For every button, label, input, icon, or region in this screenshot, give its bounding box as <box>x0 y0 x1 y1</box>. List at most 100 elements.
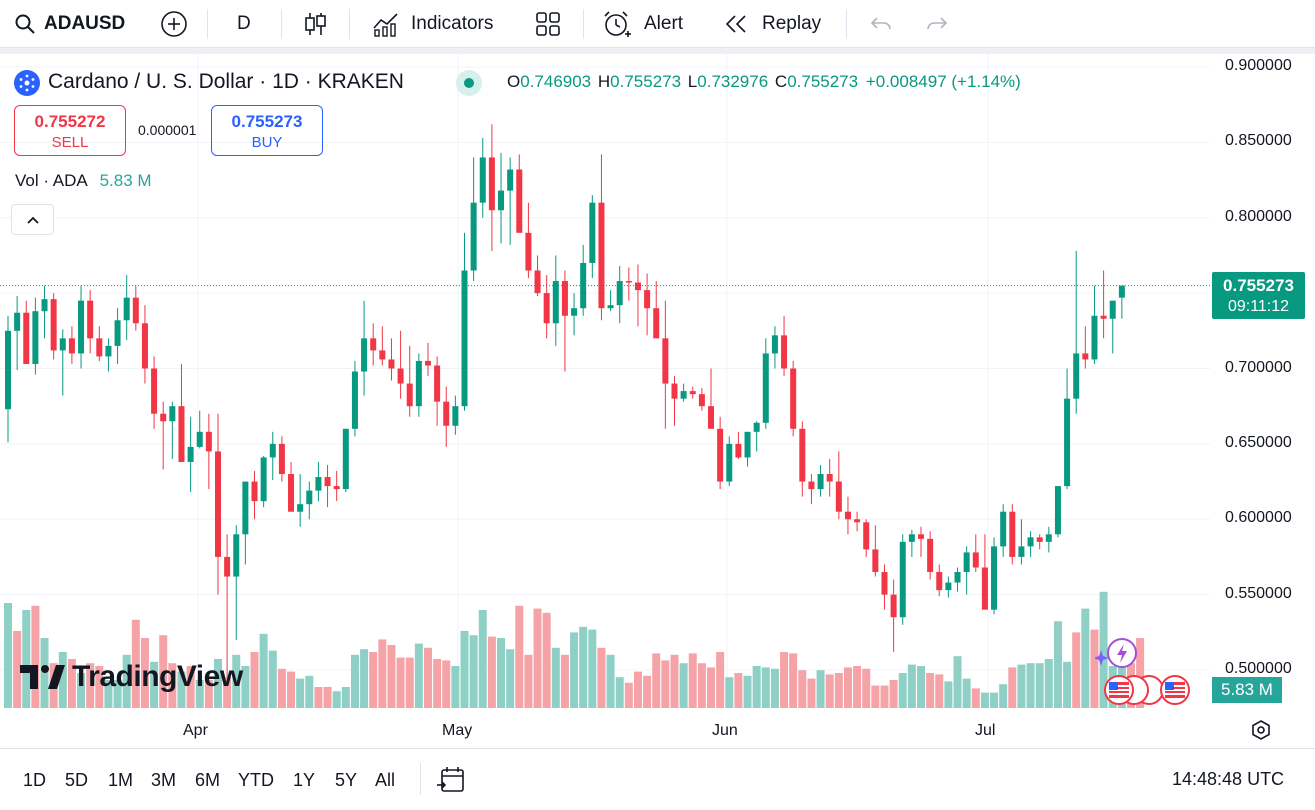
volume-bar <box>150 661 159 708</box>
candle-body <box>141 323 148 369</box>
candle-body <box>981 567 988 610</box>
volume-bar <box>497 638 506 708</box>
volume-bar <box>259 633 268 708</box>
range-button-1y[interactable]: 1Y <box>293 770 316 790</box>
range-button-6m[interactable]: 6M <box>195 770 221 790</box>
range-button-1d[interactable]: 1D <box>23 770 47 790</box>
layouts-button[interactable] <box>535 0 561 47</box>
chart-type-button[interactable] <box>301 0 329 47</box>
candle-body <box>726 443 733 482</box>
volume-bar <box>770 668 779 708</box>
spread-value: 0.000001 <box>138 122 197 138</box>
volume-bar <box>506 649 515 708</box>
price-scale[interactable] <box>1210 54 1315 709</box>
range-button-1m[interactable]: 1M <box>108 770 134 790</box>
volume-bar <box>1008 667 1017 708</box>
symbol-search-button[interactable]: ADAUSD <box>14 0 125 47</box>
candlesticks <box>5 124 1125 678</box>
volume-bar <box>789 653 798 708</box>
ohlc-values: O0.746903 H0.755273 L0.732976 C0.755273 … <box>507 72 1021 92</box>
sell-button[interactable]: 0.755272 SELL <box>14 105 126 156</box>
volume-legend[interactable]: Vol · ADA 5.83 M <box>15 171 152 191</box>
toolbar-separator <box>583 9 584 39</box>
grid-layout-icon <box>536 11 560 36</box>
candle-body <box>689 391 696 395</box>
volume-bar <box>104 680 113 708</box>
lightning-badge-icon[interactable] <box>1093 636 1139 675</box>
replay-button[interactable]: Replay <box>723 0 821 47</box>
volume-bar <box>22 610 31 708</box>
plus-circle-icon <box>161 10 187 37</box>
candle-body <box>616 281 623 306</box>
price-scale-label: 0.900000 <box>1225 57 1292 74</box>
open-value: 0.746903 <box>520 72 592 91</box>
market-status-icon[interactable] <box>456 70 482 96</box>
tradingview-logo[interactable]: TradingView <box>18 660 243 694</box>
us-events-icon[interactable] <box>1102 673 1192 712</box>
candle-body <box>589 202 596 263</box>
compare-symbol-button[interactable] <box>159 0 189 47</box>
volume-bar <box>1081 608 1090 708</box>
candle-body <box>1118 285 1125 298</box>
volume-bar <box>122 654 131 708</box>
candle-body <box>762 353 769 423</box>
time-axis-label: Jun <box>712 722 738 739</box>
candle-body <box>342 428 349 490</box>
candle-body <box>169 406 176 422</box>
collapse-legend-button[interactable] <box>11 204 54 235</box>
candle-body <box>1045 534 1052 542</box>
volume-bar <box>277 668 286 708</box>
volume-bar <box>195 680 204 708</box>
candle-body <box>534 270 541 294</box>
undo-icon <box>870 16 891 29</box>
volume-bar <box>204 680 213 708</box>
candle-body <box>972 552 979 568</box>
go-to-date-button[interactable] <box>436 765 466 800</box>
candle-body <box>708 406 715 429</box>
range-button-ytd[interactable]: YTD <box>238 770 274 790</box>
range-button-5y[interactable]: 5Y <box>335 770 358 790</box>
candle-body <box>991 546 998 610</box>
buy-button[interactable]: 0.755273 BUY <box>211 105 323 156</box>
undo-button[interactable] <box>869 0 893 47</box>
candle-body <box>1100 315 1107 319</box>
candle-body <box>1054 486 1061 535</box>
candle-body <box>1064 398 1071 487</box>
candle-body <box>315 477 322 491</box>
redo-button[interactable] <box>925 0 949 47</box>
indicators-button[interactable]: Indicators <box>371 0 493 47</box>
candle-body <box>671 383 678 399</box>
volume-bar <box>140 638 149 708</box>
volume-bar <box>1063 661 1072 708</box>
candle-body <box>753 422 760 432</box>
candle-body <box>826 474 833 482</box>
candle-body <box>552 281 559 324</box>
volume-bar <box>898 673 907 708</box>
candle-body <box>890 594 897 618</box>
range-button-5d[interactable]: 5D <box>65 770 89 790</box>
clock-timezone[interactable]: 14:48:48 UTC <box>1172 769 1285 789</box>
candle-body <box>461 270 468 407</box>
volume-bar <box>816 670 825 708</box>
candle-body <box>1109 300 1116 319</box>
range-button-3m[interactable]: 3M <box>151 770 177 790</box>
volume-bar <box>606 654 615 708</box>
price-scale-label: 0.500000 <box>1225 660 1292 677</box>
price-scale-label: 0.850000 <box>1225 132 1292 150</box>
alert-button[interactable]: Alert <box>601 0 683 47</box>
volume-bar <box>414 643 423 708</box>
top-toolbar: ADAUSD D Indicators Alert Replay <box>0 0 1315 48</box>
volume-bar <box>332 691 341 708</box>
candle-body <box>87 300 94 339</box>
volume-bar <box>241 666 250 708</box>
interval-button[interactable]: D <box>237 0 251 47</box>
chart-title[interactable]: Cardano / U. S. Dollar · 1D · KRAKEN <box>48 70 404 93</box>
price-scale-label: 0.550000 <box>1225 584 1292 602</box>
candle-body <box>388 359 395 369</box>
candle-body <box>23 312 30 364</box>
buy-label: BUY <box>251 134 283 151</box>
range-button-all[interactable]: All <box>375 770 396 790</box>
chart-settings-button[interactable] <box>1250 719 1272 746</box>
replay-label: Replay <box>762 12 822 34</box>
